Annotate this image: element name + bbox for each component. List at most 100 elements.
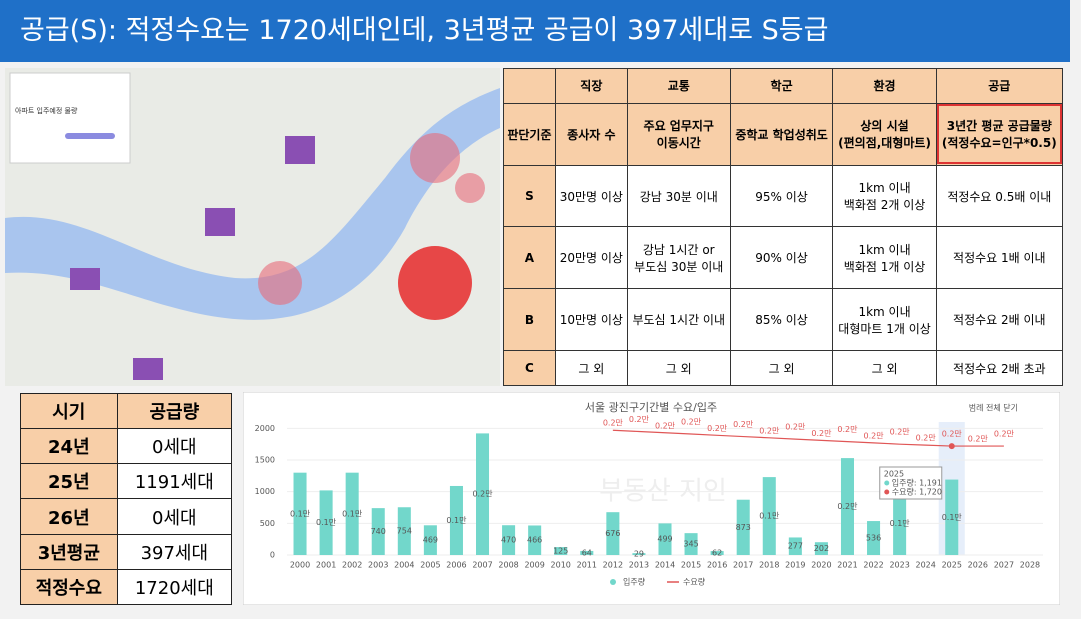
x-tick-label: 2002 <box>342 561 362 570</box>
cell: C <box>503 350 556 386</box>
demand-line <box>612 429 1004 447</box>
cell <box>503 68 556 104</box>
cell: 1km 이내 백화점 1개 이상 <box>832 226 937 290</box>
bar-label: 499 <box>657 535 672 544</box>
bar <box>371 508 385 555</box>
cell: A <box>503 226 556 290</box>
row: 직장 교통 학군 환경 공급 <box>503 68 1064 104</box>
line-label: 0.2만 <box>681 418 702 427</box>
bar-label: 470 <box>501 536 516 545</box>
bar-label: 676 <box>605 529 620 538</box>
criteria-table: 직장 교통 학군 환경 공급 판단기준 종사자 수 주요 업무지구 이동시간 중학교 학업성취도… <box>503 68 1064 386</box>
x-tick-label: 2028 <box>1020 561 1040 570</box>
x-tick-label: 2009 <box>524 561 544 570</box>
x-tick-label: 2010 <box>551 561 571 570</box>
cell: 24년 <box>20 428 118 465</box>
bar-label: 466 <box>527 536 542 545</box>
map-panel <box>9 72 131 164</box>
cell: 0세대 <box>116 428 233 465</box>
bar <box>476 433 490 555</box>
bar <box>710 551 724 555</box>
y-tick-label: 1500 <box>255 456 275 465</box>
row: 25년 1191세대 <box>20 463 233 500</box>
x-tick-label: 2016 <box>707 561 727 570</box>
cell: 교통 <box>626 68 731 104</box>
tooltip-line: 수요량: 1,720 <box>892 487 942 497</box>
row: B 10만명 이상 부도심 1시간 이내 85% 이상 1km 이내 대형마트 1개 이… <box>503 288 1064 352</box>
line-label: 0.2만 <box>733 420 754 429</box>
x-tick-label: 2027 <box>994 561 1014 570</box>
bar-label: 873 <box>736 523 751 532</box>
supply-table: 시기 공급량 24년 0세대 25년 1191세대 26년 0세대 3년평균 397세대 적정수요 1… <box>20 392 233 606</box>
bar <box>449 485 463 555</box>
menu: 범례 전체 닫기 <box>969 403 1018 413</box>
cell: 중학교 학업성취도 <box>729 102 834 166</box>
bar-label: 469 <box>423 536 438 545</box>
cell: 공급 <box>935 68 1064 104</box>
bar <box>319 490 333 555</box>
bar-label: 202 <box>814 544 829 553</box>
cell: 적정수요 <box>20 568 118 606</box>
legend-swatch <box>610 579 616 585</box>
cell: 그 외 <box>554 350 628 386</box>
line-label: 0.2만 <box>785 423 806 432</box>
row: 적정수요 1720세대 <box>20 568 233 606</box>
cell: 30만명 이상 <box>554 164 628 228</box>
cell: 397세대 <box>116 533 233 570</box>
cell: 1191세대 <box>116 463 233 500</box>
tooltip <box>879 466 943 500</box>
line-label: 0.2만 <box>603 419 624 428</box>
map-panel-title: 아파트 입주예정 물량 <box>15 106 78 115</box>
circle <box>398 246 472 320</box>
bar-label: 0.1만 <box>890 519 911 528</box>
cell: 환경 <box>832 68 937 104</box>
cell: 1720세대 <box>116 568 233 606</box>
bar <box>293 472 307 555</box>
chart-title: 서울 광진구기간별 수요/입주 <box>585 401 717 414</box>
bar-label: 0.1만 <box>342 509 363 518</box>
bar-label: 0.2만 <box>837 502 858 511</box>
line-label: 0.2만 <box>942 430 963 439</box>
row: 26년 0세대 <box>20 498 233 535</box>
line-label: 0.2만 <box>864 431 885 440</box>
bar-label: 29 <box>634 550 644 559</box>
x-tick-label: 2011 <box>577 561 597 570</box>
cell: 학군 <box>729 68 834 104</box>
bar-label: 0.1만 <box>942 513 963 522</box>
row: A 20만명 이상 강남 1시간 or 부도심 30분 이내 90% 이상 1km 이내… <box>503 226 1064 290</box>
x-tick-label: 2017 <box>733 561 753 570</box>
x-tick-label: 2012 <box>603 561 623 570</box>
x-tick-label: 2014 <box>655 561 675 570</box>
circle <box>455 173 485 203</box>
bar <box>423 525 437 555</box>
x-tick-label: 2007 <box>472 561 492 570</box>
line-label: 0.2만 <box>994 430 1015 439</box>
x-tick-label: 2006 <box>446 561 466 570</box>
cell: 그 외 <box>832 350 937 386</box>
cell: 90% 이상 <box>729 226 834 290</box>
cell: 0세대 <box>116 498 233 535</box>
line-label: 0.2만 <box>837 425 858 434</box>
x-tick-label: 2015 <box>681 561 701 570</box>
chart: 서울 광진구기간별 수요/입주 범례 전체 닫기 부동산 지인 05001000… <box>243 392 1060 605</box>
cell: 판단기준 <box>503 102 556 166</box>
line-label: 0.2만 <box>759 426 780 435</box>
cell: 그 외 <box>729 350 834 386</box>
line-label: 0.2만 <box>890 428 911 437</box>
box <box>70 268 100 290</box>
bar-label: 0.1만 <box>759 512 780 521</box>
cell: S <box>503 164 556 228</box>
legend-label: 수요량 <box>683 577 706 587</box>
x-tick-label: 2021 <box>837 561 857 570</box>
map: 아파트 입주예정 물량 <box>5 68 500 386</box>
x-tick-label: 2026 <box>968 561 988 570</box>
bar-label: 125 <box>553 547 568 556</box>
row: 3년평균 397세대 <box>20 533 233 570</box>
cell: 공급량 <box>116 392 233 430</box>
line-label: 0.2만 <box>707 424 728 433</box>
cell: 주요 업무지구 이동시간 <box>626 102 731 166</box>
bar <box>814 542 828 555</box>
bar <box>945 479 959 555</box>
x-tick-label: 2008 <box>498 561 518 570</box>
